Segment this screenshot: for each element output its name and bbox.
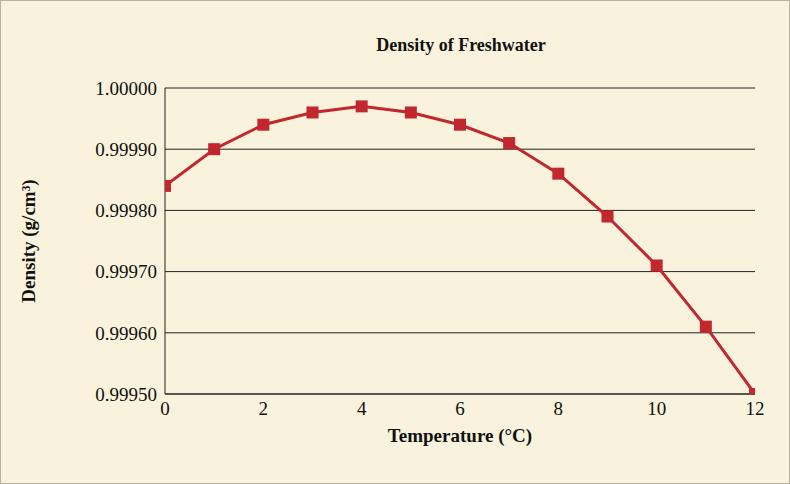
svg-text:2: 2 xyxy=(259,398,269,419)
svg-text:1.00000: 1.00000 xyxy=(95,78,157,99)
svg-text:0.99970: 0.99970 xyxy=(95,261,157,282)
svg-text:6: 6 xyxy=(455,398,465,419)
svg-text:0.99990: 0.99990 xyxy=(95,139,157,160)
svg-text:8: 8 xyxy=(554,398,564,419)
svg-text:0: 0 xyxy=(160,398,170,419)
svg-text:0.99960: 0.99960 xyxy=(95,323,157,344)
svg-text:4: 4 xyxy=(357,398,367,419)
svg-text:12: 12 xyxy=(746,398,765,419)
svg-text:Density (g/cm³): Density (g/cm³) xyxy=(18,179,40,302)
svg-text:0.99980: 0.99980 xyxy=(95,200,157,221)
html-text:Density of Freshwater: Density of Freshwater xyxy=(376,35,546,55)
svg-text:Temperature (°C): Temperature (°C) xyxy=(388,425,532,447)
svg-text:0.99950: 0.99950 xyxy=(95,384,157,405)
svg-text:10: 10 xyxy=(647,398,666,419)
